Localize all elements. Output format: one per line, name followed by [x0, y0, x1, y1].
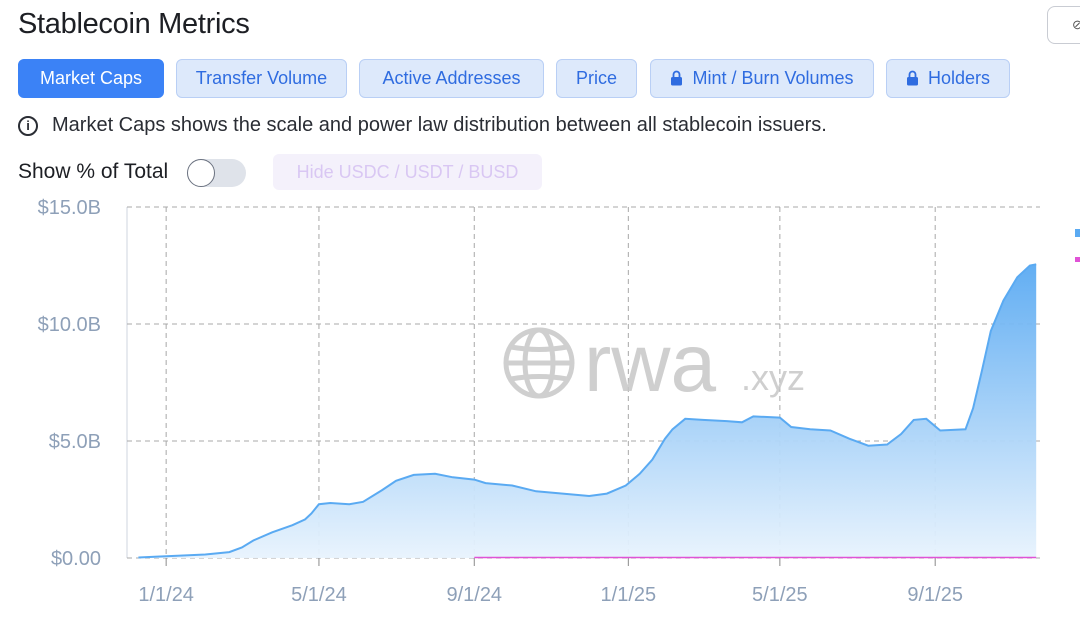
y-axis: $0.00 $5.0B $10.0B $15.0B — [38, 197, 101, 570]
x-tick-label: 1/1/24 — [138, 584, 194, 606]
legend-marker — [1075, 229, 1080, 237]
y-tick-label: $0.00 — [51, 548, 101, 570]
info-text: Market Caps shows the scale and power la… — [52, 114, 827, 136]
toggle-knob — [187, 159, 215, 187]
tab-label: Transfer Volume — [195, 68, 328, 88]
lock-icon — [671, 70, 683, 86]
legend-markers — [1075, 229, 1080, 262]
tab-holders[interactable]: Holders — [886, 59, 1010, 98]
hide-major-stablecoins-button[interactable]: Hide USDC / USDT / BUSD — [273, 154, 542, 190]
y-tick-label: $5.0B — [49, 431, 101, 453]
tab-label: Active Addresses — [382, 68, 521, 88]
share-button[interactable]: ⊘ — [1047, 6, 1080, 44]
legend-marker — [1075, 257, 1080, 262]
tab-price[interactable]: Price — [556, 59, 637, 98]
x-tick-label: 9/1/25 — [907, 584, 963, 606]
x-axis: 1/1/24 5/1/24 9/1/24 1/1/25 5/1/25 9/1/25 — [138, 558, 963, 606]
link-icon: ⊘ — [1072, 17, 1080, 32]
y-tick-label: $10.0B — [38, 314, 101, 336]
tab-active-addresses[interactable]: Active Addresses — [359, 59, 544, 98]
show-percent-toggle[interactable] — [187, 159, 246, 187]
lock-icon — [906, 70, 918, 86]
x-tick-label: 5/1/24 — [291, 584, 347, 606]
watermark-suffix: .xyz — [741, 357, 805, 398]
globe-icon — [503, 327, 575, 399]
series-line — [138, 263, 1037, 559]
tab-transfer-volume[interactable]: Transfer Volume — [176, 59, 347, 98]
x-tick-label: 1/1/25 — [601, 584, 657, 606]
watermark: rwa .xyz — [503, 318, 805, 409]
chart-series — [138, 263, 1037, 559]
tab-mint-burn-volumes[interactable]: Mint / Burn Volumes — [650, 59, 874, 98]
series-area — [138, 264, 1037, 558]
page-title: Stablecoin Metrics — [18, 8, 250, 40]
x-tick-label: 9/1/24 — [446, 584, 502, 606]
tab-market-caps[interactable]: Market Caps — [18, 59, 164, 98]
watermark-brand: rwa — [584, 318, 717, 409]
info-circle-icon: i — [18, 116, 38, 136]
tab-label: Price — [575, 68, 617, 88]
y-tick-label: $15.0B — [38, 197, 101, 219]
x-tick-label: 5/1/25 — [752, 584, 808, 606]
tab-label: Holders — [927, 68, 991, 88]
tab-label: Market Caps — [39, 68, 143, 88]
tab-label: Mint / Burn Volumes — [692, 68, 854, 88]
show-percent-label: Show % of Total — [18, 160, 169, 183]
